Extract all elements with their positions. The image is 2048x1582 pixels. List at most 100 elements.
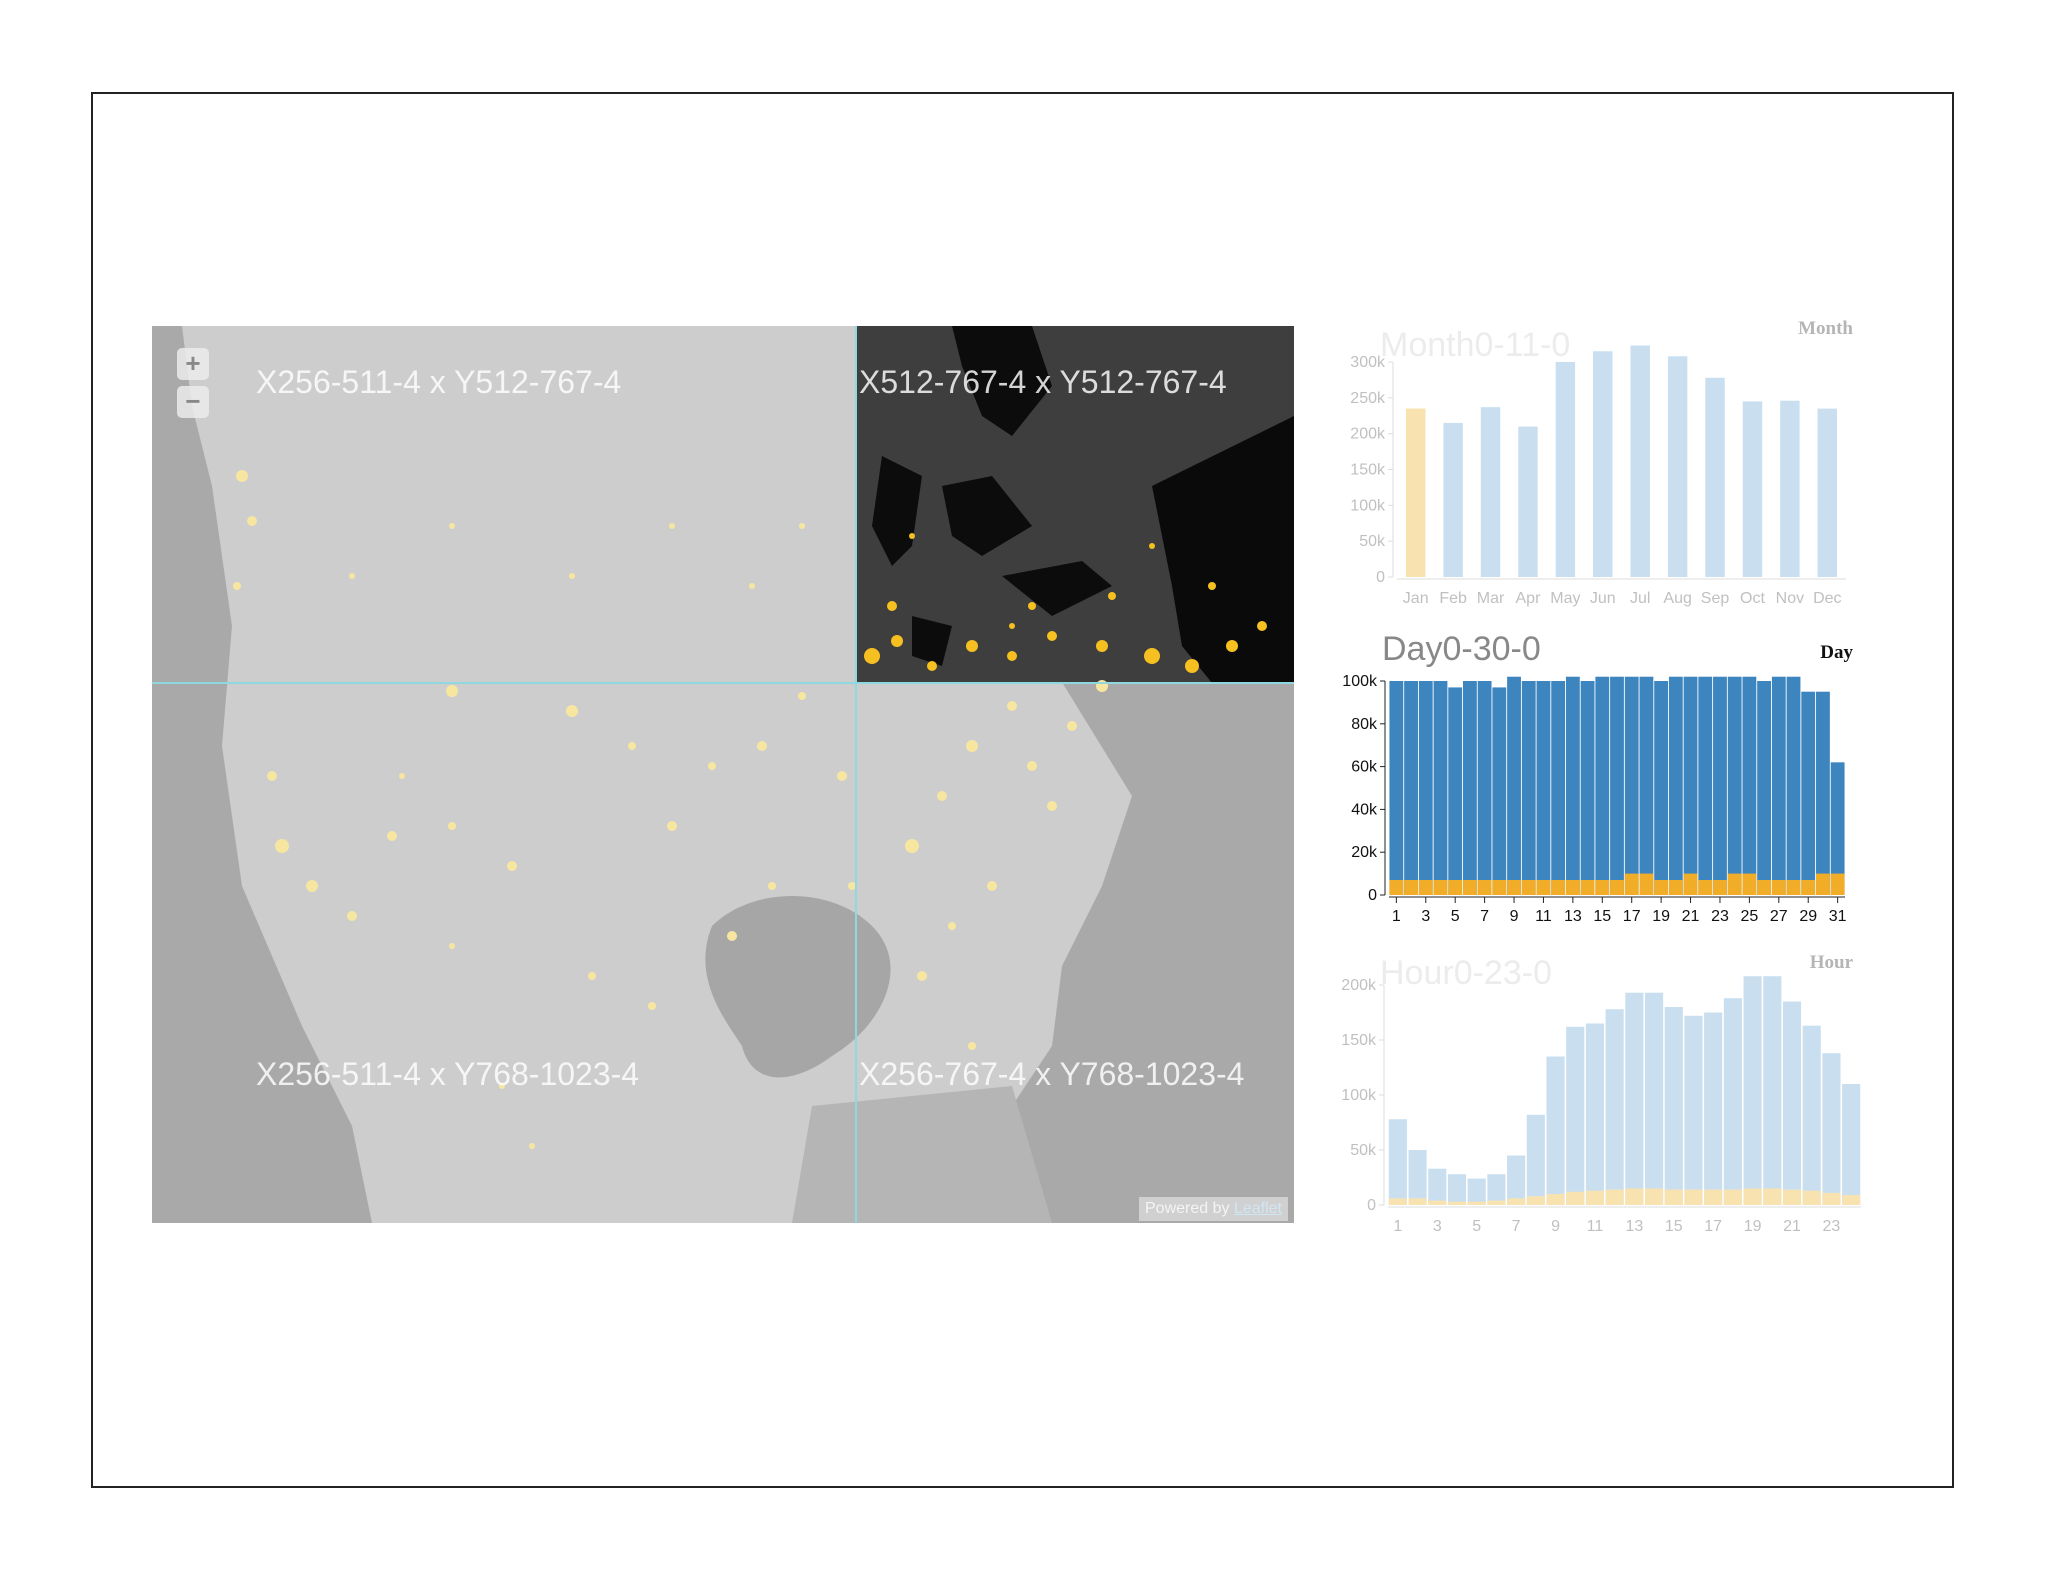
- day-bar: [1624, 676, 1639, 895]
- day-bar: [1727, 676, 1742, 895]
- day-y-tick-label: 0: [1368, 887, 1377, 904]
- hour-x-tick-label: 23: [1823, 1218, 1841, 1235]
- map-tiles: [152, 326, 1294, 1223]
- month-bar: [1705, 377, 1725, 577]
- day-bar: [1389, 681, 1404, 895]
- day-bar-overlay: [1433, 880, 1448, 895]
- day-x-tick-label: 29: [1799, 908, 1817, 925]
- hour-bar-overlay: [1408, 1198, 1427, 1205]
- hour-bar-overlay: [1507, 1198, 1526, 1205]
- month-y-tick-label: 250k: [1350, 390, 1386, 407]
- map-attribution: Powered by Leaflet: [1139, 1197, 1288, 1221]
- day-bar: [1698, 676, 1713, 895]
- month-y-tick-label: 300k: [1350, 354, 1386, 371]
- month-x-tick-label: Feb: [1439, 590, 1467, 607]
- month-y-tick-label: 100k: [1350, 497, 1386, 514]
- day-bar: [1683, 676, 1698, 895]
- hour-y-tick-label: 100k: [1341, 1087, 1377, 1104]
- hour-bar: [1684, 1015, 1703, 1205]
- day-bar-overlay: [1801, 880, 1816, 895]
- zoom-in-button[interactable]: +: [177, 348, 209, 380]
- hour-bar-overlay: [1822, 1192, 1841, 1205]
- day-bar-overlay: [1477, 880, 1492, 895]
- month-bar: [1593, 351, 1613, 577]
- hour-x-tick-label: 15: [1665, 1218, 1683, 1235]
- hour-bar: [1467, 1178, 1486, 1205]
- day-bar-overlay: [1536, 880, 1551, 895]
- day-bar: [1418, 681, 1433, 895]
- month-chart[interactable]: 0 50k 100k 150k 200k 250k 300k Jan Feb Mar Apr May J…: [1300, 318, 1870, 618]
- gulf-of-mexico: [705, 896, 891, 1078]
- month-x-tick-label: Sep: [1701, 590, 1730, 607]
- day-x-tick-label: 19: [1652, 908, 1670, 925]
- hour-bar-overlay: [1625, 1188, 1644, 1205]
- day-bar-overlay: [1551, 880, 1566, 895]
- day-x-tick-label: 11: [1535, 908, 1552, 925]
- zoom-out-button[interactable]: −: [177, 386, 209, 418]
- active-dots: [864, 533, 1267, 673]
- day-bar-overlay: [1404, 880, 1418, 895]
- day-bar-overlay: [1448, 880, 1463, 895]
- hour-bar: [1408, 1150, 1427, 1205]
- month-y-tick-label: 0: [1376, 569, 1385, 586]
- hour-x-tick-label: 5: [1472, 1218, 1481, 1235]
- day-bar: [1448, 687, 1463, 895]
- day-x-tick-label: 27: [1770, 908, 1788, 925]
- day-x-tick-label: 21: [1682, 908, 1700, 925]
- hour-bar: [1546, 1056, 1565, 1205]
- hour-bar: [1723, 998, 1742, 1205]
- month-chart-title: Month0-11-0: [1380, 326, 1571, 364]
- day-bar-overlay: [1683, 873, 1698, 895]
- hour-bar: [1428, 1168, 1447, 1205]
- hour-bar-overlay: [1782, 1189, 1802, 1205]
- day-x-tick-label: 3: [1421, 908, 1430, 925]
- day-bar: [1462, 681, 1477, 895]
- month-bar: [1817, 408, 1838, 577]
- month-bar: [1742, 401, 1763, 577]
- month-y-tick-label: 150k: [1350, 462, 1386, 479]
- day-bar-overlay: [1830, 873, 1845, 895]
- day-bar: [1580, 681, 1595, 895]
- hour-bar: [1782, 1001, 1802, 1205]
- tile-label-bottom-right: X256-767-4 x Y768-1023-4: [859, 1056, 1245, 1092]
- day-x-tick-label: 1: [1392, 908, 1401, 925]
- faded-dots: [233, 470, 1108, 1149]
- hudson-bay: [952, 326, 1052, 436]
- hour-x-tick-label: 13: [1625, 1218, 1643, 1235]
- month-bar: [1518, 426, 1538, 577]
- hour-bar-overlay: [1743, 1188, 1762, 1205]
- day-bar-overlay: [1757, 880, 1772, 895]
- month-bar: [1667, 356, 1688, 577]
- day-y-tick-label: 60k: [1351, 759, 1378, 776]
- leaflet-link[interactable]: Leaflet: [1233, 1200, 1282, 1217]
- day-bar-overlay: [1492, 880, 1507, 895]
- hour-bar: [1585, 1023, 1605, 1205]
- day-bar-overlay: [1639, 873, 1654, 895]
- day-bar: [1492, 687, 1507, 895]
- great-lakes: [872, 456, 1112, 666]
- month-x-tick-label: Mar: [1477, 590, 1505, 607]
- hour-bar-overlay: [1644, 1188, 1664, 1205]
- hour-x-tick-label: 17: [1704, 1218, 1722, 1235]
- map-view[interactable]: + − X256-511-4 x Y512-767-4 X512-767-4 x…: [152, 326, 1294, 1223]
- day-corner-label: Day: [1820, 642, 1853, 663]
- day-bar-overlay: [1727, 873, 1742, 895]
- hour-bar-overlay: [1684, 1189, 1703, 1205]
- hour-bar: [1822, 1053, 1841, 1205]
- hour-bar: [1625, 992, 1644, 1205]
- day-x-tick-label: 5: [1451, 908, 1460, 925]
- month-x-tick-label: Oct: [1740, 590, 1765, 607]
- day-bar: [1654, 681, 1669, 895]
- hour-x-tick-label: 1: [1393, 1218, 1402, 1235]
- tile-label-top-right: X512-767-4 x Y512-767-4: [859, 364, 1227, 400]
- hour-bar: [1526, 1114, 1545, 1205]
- day-bar: [1786, 676, 1801, 895]
- day-bar: [1668, 676, 1683, 895]
- hour-bar-overlay: [1585, 1190, 1605, 1205]
- hour-x-tick-label: 3: [1433, 1218, 1442, 1235]
- hour-corner-label: Hour: [1809, 952, 1853, 973]
- day-bar-overlay: [1668, 880, 1683, 895]
- month-bar: [1780, 400, 1800, 577]
